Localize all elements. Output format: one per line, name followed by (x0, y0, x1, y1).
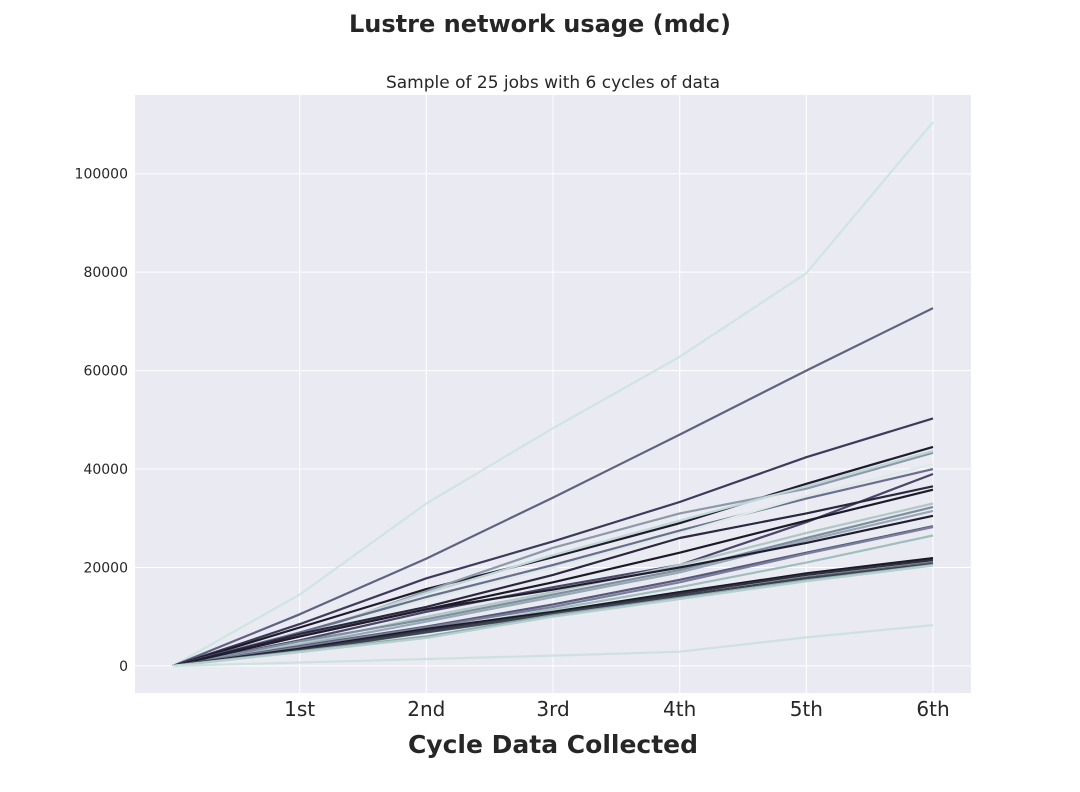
y-tick-label: 20000 (83, 560, 128, 576)
x-tick-label: 6th (916, 697, 949, 721)
y-tick-label: 100000 (75, 167, 128, 183)
series-line-3 (172, 417, 934, 667)
series-line-4 (172, 445, 934, 667)
series-line-25 (172, 624, 934, 667)
x-tick-label: 2nd (407, 697, 445, 721)
series-line-15 (172, 514, 934, 667)
series-line-17 (172, 526, 934, 667)
series-line-24 (172, 564, 934, 667)
y-tick-label: 60000 (83, 364, 128, 380)
series-line-12 (172, 502, 934, 667)
x-tick-label: 4th (663, 697, 696, 721)
y-tick-label: 80000 (83, 265, 128, 281)
series-line-2 (172, 307, 934, 667)
y-tick-labels: 0 20000 40000 60000 80000 100000 (75, 167, 128, 675)
series-line-10 (172, 485, 934, 667)
y-tick-label: 0 (119, 659, 128, 675)
chart-title: Lustre network usage (mdc) (349, 10, 731, 38)
series-line-1 (172, 121, 934, 667)
chart-subtitle: Sample of 25 jobs with 6 cycles of data (385, 73, 721, 93)
series-line-13 (172, 505, 934, 667)
grid (135, 95, 971, 693)
series-lines (172, 121, 934, 667)
y-tick-label: 40000 (83, 462, 128, 478)
x-tick-label: 3rd (536, 697, 569, 721)
x-tick-labels: 1st 2nd 3rd 4th 5th 6th (284, 697, 949, 721)
x-axis-label: Cycle Data Collected (407, 730, 699, 759)
series-line-7 (172, 468, 934, 667)
x-tick-label: 5th (790, 697, 823, 721)
x-tick-label: 1st (284, 697, 315, 721)
